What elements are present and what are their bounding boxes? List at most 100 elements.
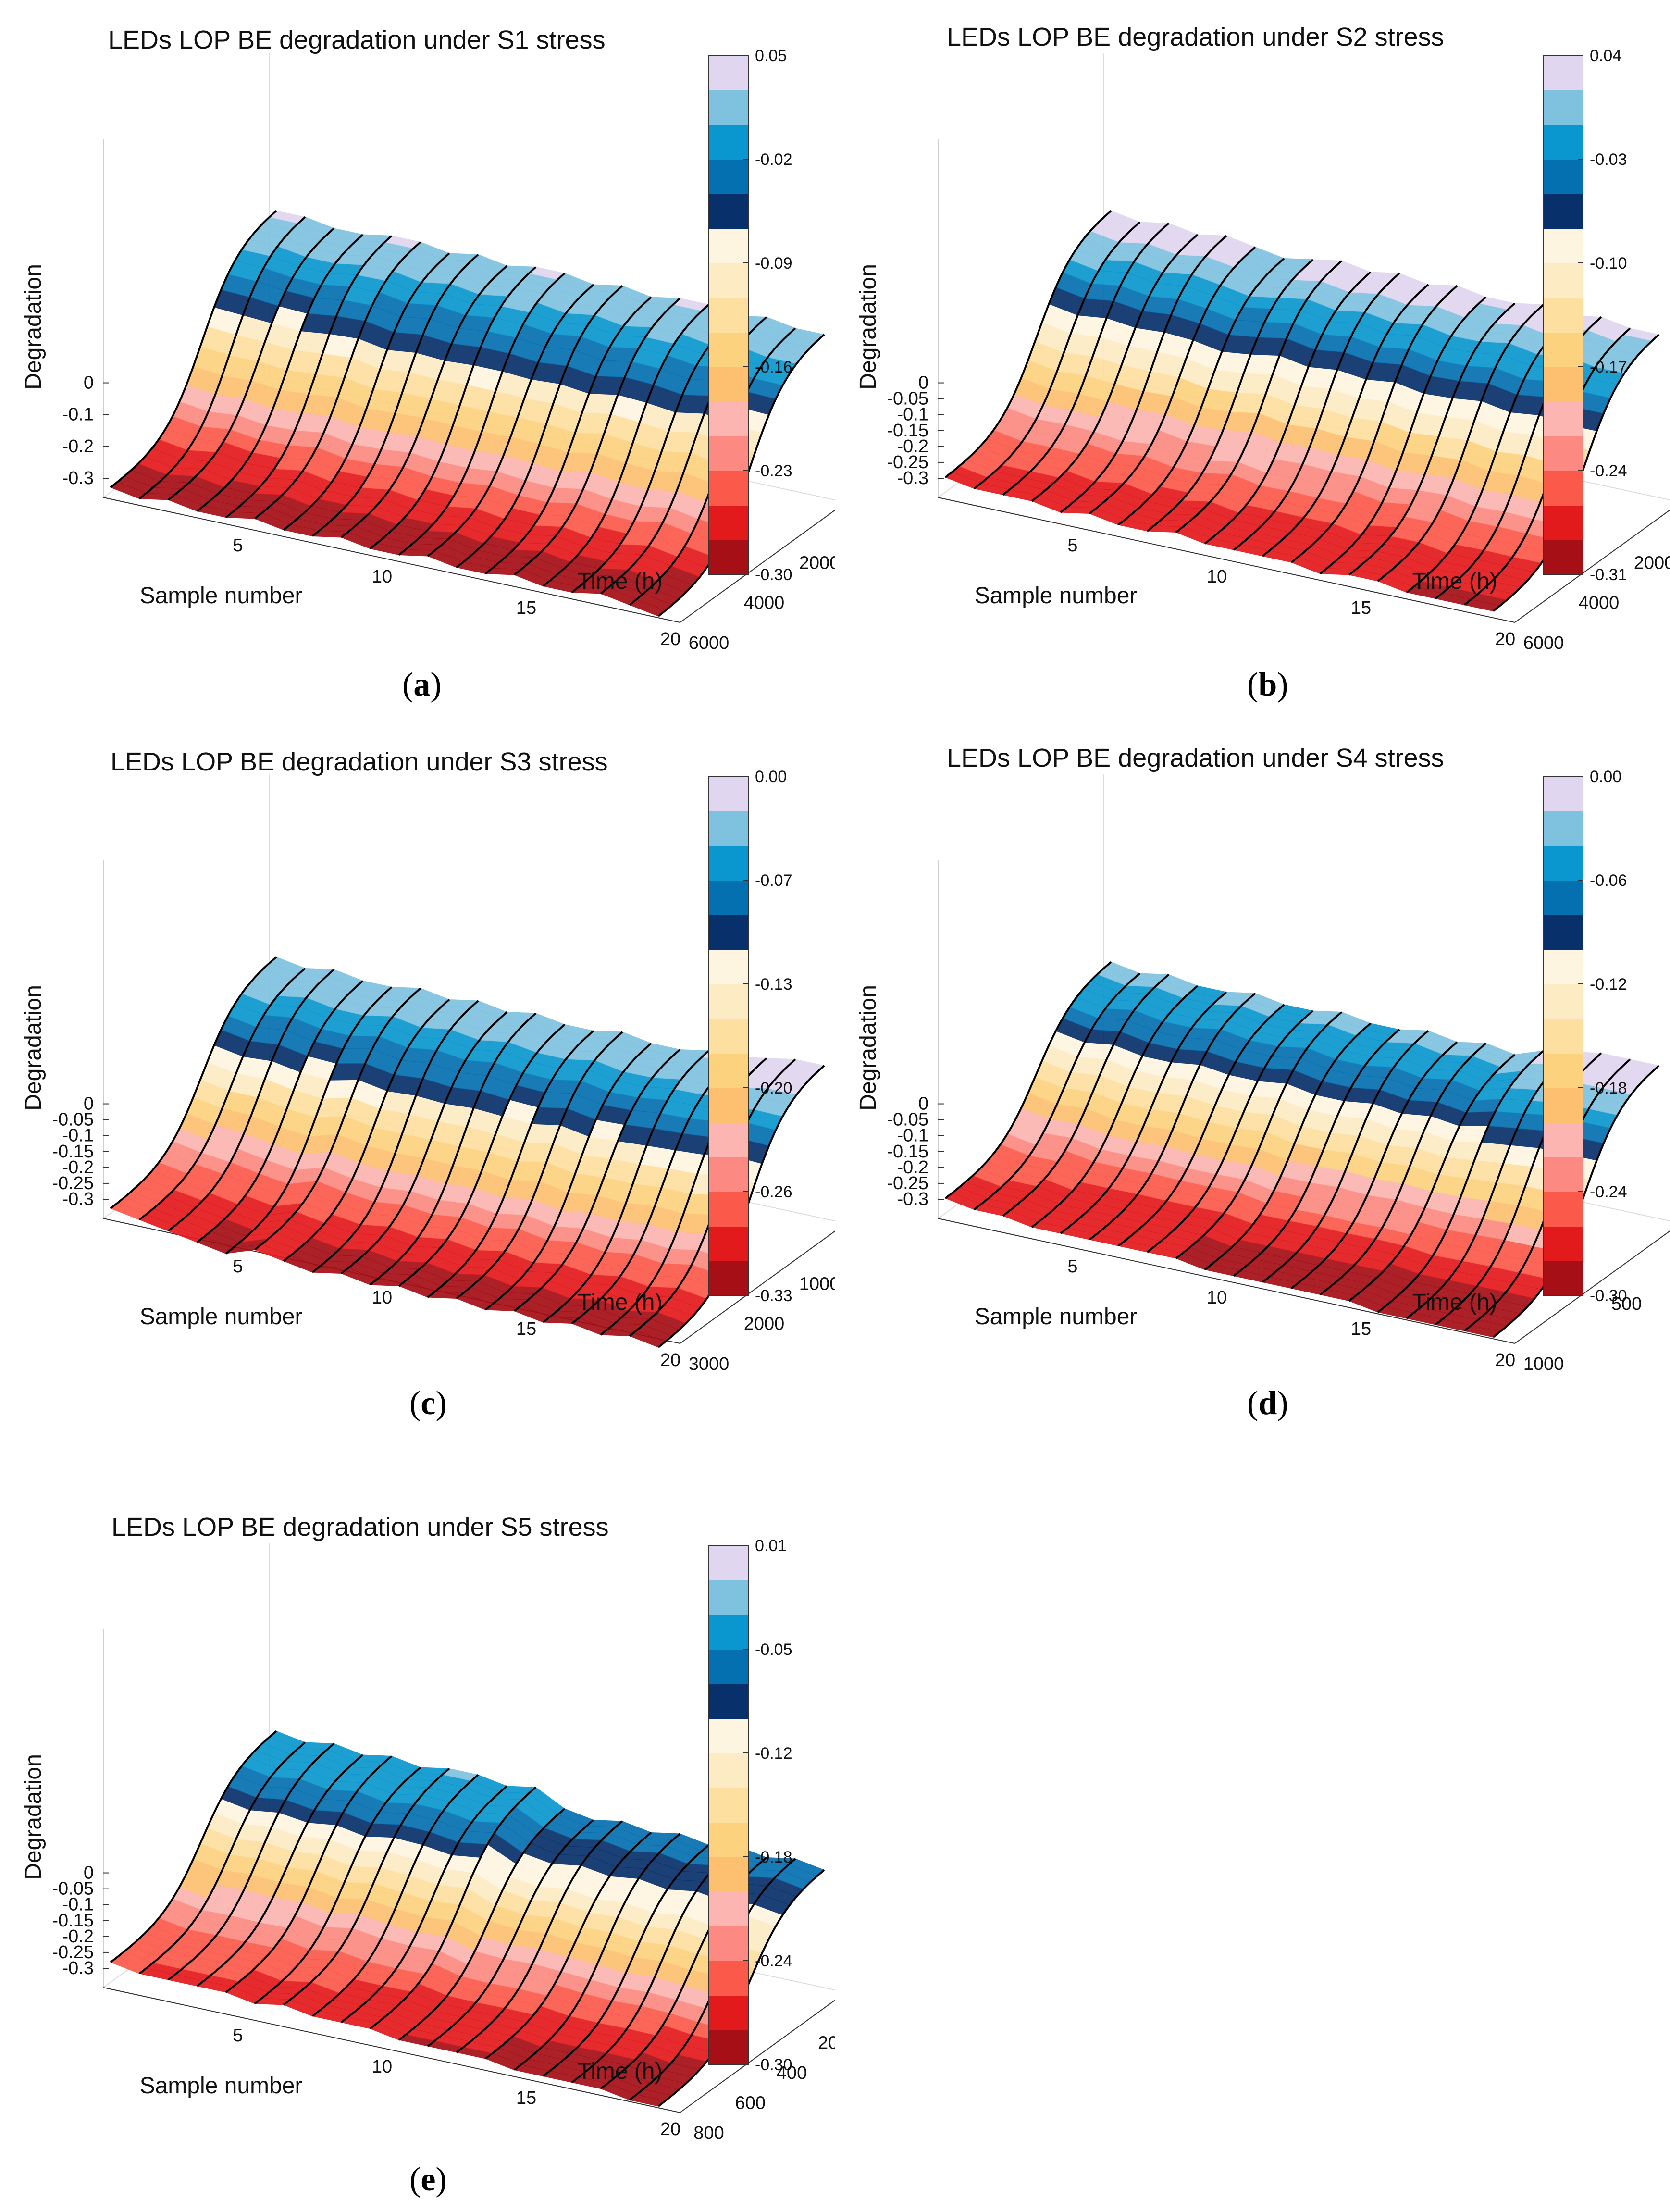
z-tick-label: -0.05 — [52, 1110, 94, 1130]
colorbar-swatch — [1544, 880, 1583, 915]
z-axis-ticks: 0-0.05-0.1-0.15-0.2-0.25-0.3 — [52, 1863, 109, 1978]
x-tick-label: 15 — [1351, 598, 1371, 618]
sample-curve-14 — [1319, 296, 1487, 575]
z-tick-label: -0.05 — [887, 389, 928, 409]
sample-curve-7 — [283, 998, 450, 1262]
sample-curve-5 — [1060, 991, 1227, 1234]
panel-caption: (d) — [1247, 1385, 1288, 1422]
surface — [945, 210, 1660, 612]
sample-curve-4 — [196, 234, 364, 512]
colorbar-swatch — [1544, 159, 1583, 194]
sample-curve-15 — [1348, 302, 1516, 576]
colorbar-swatch — [709, 845, 748, 881]
chart-title: LEDs LOP BE degradation under S3 stress — [111, 747, 608, 776]
sample-curve-7 — [1117, 258, 1285, 526]
colorbar-tick-label: -0.05 — [755, 1640, 792, 1659]
colorbar-frame — [708, 1545, 749, 2065]
sample-curve-12 — [1262, 284, 1429, 557]
sample-curve-15 — [1348, 1054, 1516, 1302]
y-tick-label: 1000 — [1523, 1354, 1564, 1374]
colorbar-swatch — [709, 505, 748, 540]
sample-curve-3 — [167, 969, 335, 1232]
sample-curve-7 — [283, 1767, 450, 2006]
z-tick-label: 0 — [84, 1863, 94, 1883]
colorbar-swatch — [709, 55, 748, 90]
colorbar-swatch — [709, 1926, 748, 1961]
surface-plot: 0-0.05-0.1-0.15-0.2-0.25-0.3Degradation5… — [855, 47, 1670, 653]
colorbar-swatch — [1544, 915, 1583, 950]
colorbar-swatch — [1544, 776, 1583, 811]
colorbar-frame — [708, 55, 749, 575]
colorbar-swatch — [709, 776, 748, 811]
x-axis-label: Sample number — [975, 1304, 1138, 1330]
y-axis-label: Time (h) — [578, 569, 663, 594]
y-tick-label: 6000 — [1523, 633, 1564, 653]
colorbar-swatch — [709, 949, 748, 984]
chart-panel-a: LEDs LOP BE degradation under S1 stress … — [0, 0, 835, 721]
sample-curve-6 — [1089, 246, 1256, 515]
y-axis-line — [680, 2000, 835, 2113]
z-tick-label: -0.15 — [887, 1142, 928, 1162]
y-axis-ticks: 05001000 — [1523, 1294, 1642, 1374]
sample-curve-3 — [1002, 223, 1170, 496]
z-tick-label: 0 — [84, 1094, 94, 1114]
panel-caption: (b) — [1247, 666, 1288, 703]
colorbar-swatch — [709, 159, 748, 194]
x-tick-label: 5 — [233, 1256, 243, 1277]
sample-curve-10 — [369, 1786, 537, 2030]
x-tick-label: 10 — [1207, 1288, 1227, 1308]
colorbar-swatch — [1544, 1053, 1583, 1088]
sample-curve-3 — [167, 227, 335, 501]
z-tick-label: -0.1 — [62, 1895, 94, 1915]
z-tick-label: -0.1 — [897, 1126, 928, 1146]
colorbar-swatch — [709, 1088, 748, 1123]
colorbar-swatch — [1544, 540, 1583, 575]
sample-curve-12 — [427, 1030, 594, 1298]
colorbar-swatch — [1544, 845, 1583, 881]
sample-curve-4 — [1031, 234, 1199, 502]
z-tick-label: -0.3 — [62, 468, 94, 488]
z-tick-label: -0.25 — [52, 1173, 94, 1193]
x-tick-label: 20 — [660, 2119, 680, 2139]
sample-curve-2 — [973, 221, 1141, 490]
colorbar-tick-label: 0.01 — [755, 1537, 787, 1555]
colorbar-tick-label: 0.00 — [755, 768, 787, 786]
x-tick-label: 20 — [1495, 629, 1515, 649]
colorbar-swatch — [709, 124, 748, 160]
colorbar-swatch — [1544, 298, 1583, 333]
x-tick-label: 20 — [660, 629, 680, 649]
sample-curve-13 — [1290, 1041, 1458, 1290]
y-tick-label: 2000 — [744, 1314, 785, 1334]
sample-curve-15 — [513, 298, 681, 576]
colorbar-swatch — [709, 880, 748, 915]
colorbar-swatch — [709, 1753, 748, 1788]
colorbar-swatch — [709, 436, 748, 471]
colorbar-swatch — [1544, 1192, 1583, 1227]
colorbar-swatch — [1544, 124, 1583, 160]
colorbar-swatch — [709, 1261, 748, 1296]
colorbar-swatch — [1544, 949, 1583, 984]
sample-curve-11 — [1233, 273, 1400, 551]
sample-curve-13 — [1290, 285, 1458, 563]
z-tick-label: 0 — [84, 373, 94, 393]
x-axis-ticks: 5 10 15 20 — [1067, 535, 1515, 649]
sample-curve-8 — [311, 254, 479, 537]
panel-caption: (e) — [409, 2161, 447, 2198]
sample-curve-12 — [427, 284, 594, 557]
x-tick-label: 15 — [516, 2088, 536, 2108]
sample-curve-9 — [1175, 1011, 1343, 1259]
y-axis-label: Time (h) — [578, 1290, 663, 1315]
surface-plot: 0-0.05-0.1-0.15-0.2-0.25-0.3Degradation5… — [21, 1537, 835, 2143]
colorbar-tick-label: -0.13 — [755, 975, 792, 994]
colorbar-swatch — [1544, 984, 1583, 1019]
y-tick-label: 3000 — [689, 1354, 730, 1374]
colorbar-swatch — [1544, 1122, 1583, 1157]
x-tick-label: 20 — [660, 1350, 680, 1370]
colorbar-swatch — [709, 1788, 748, 1823]
colorbar-swatch — [709, 1580, 748, 1615]
colorbar-tick-label: 0.00 — [1590, 768, 1621, 786]
z-tick-label: -0.3 — [62, 1958, 94, 1978]
z-axis-label: Degradation — [855, 985, 881, 1111]
sample-curve-10 — [369, 266, 537, 550]
colorbar-swatch — [1544, 228, 1583, 263]
